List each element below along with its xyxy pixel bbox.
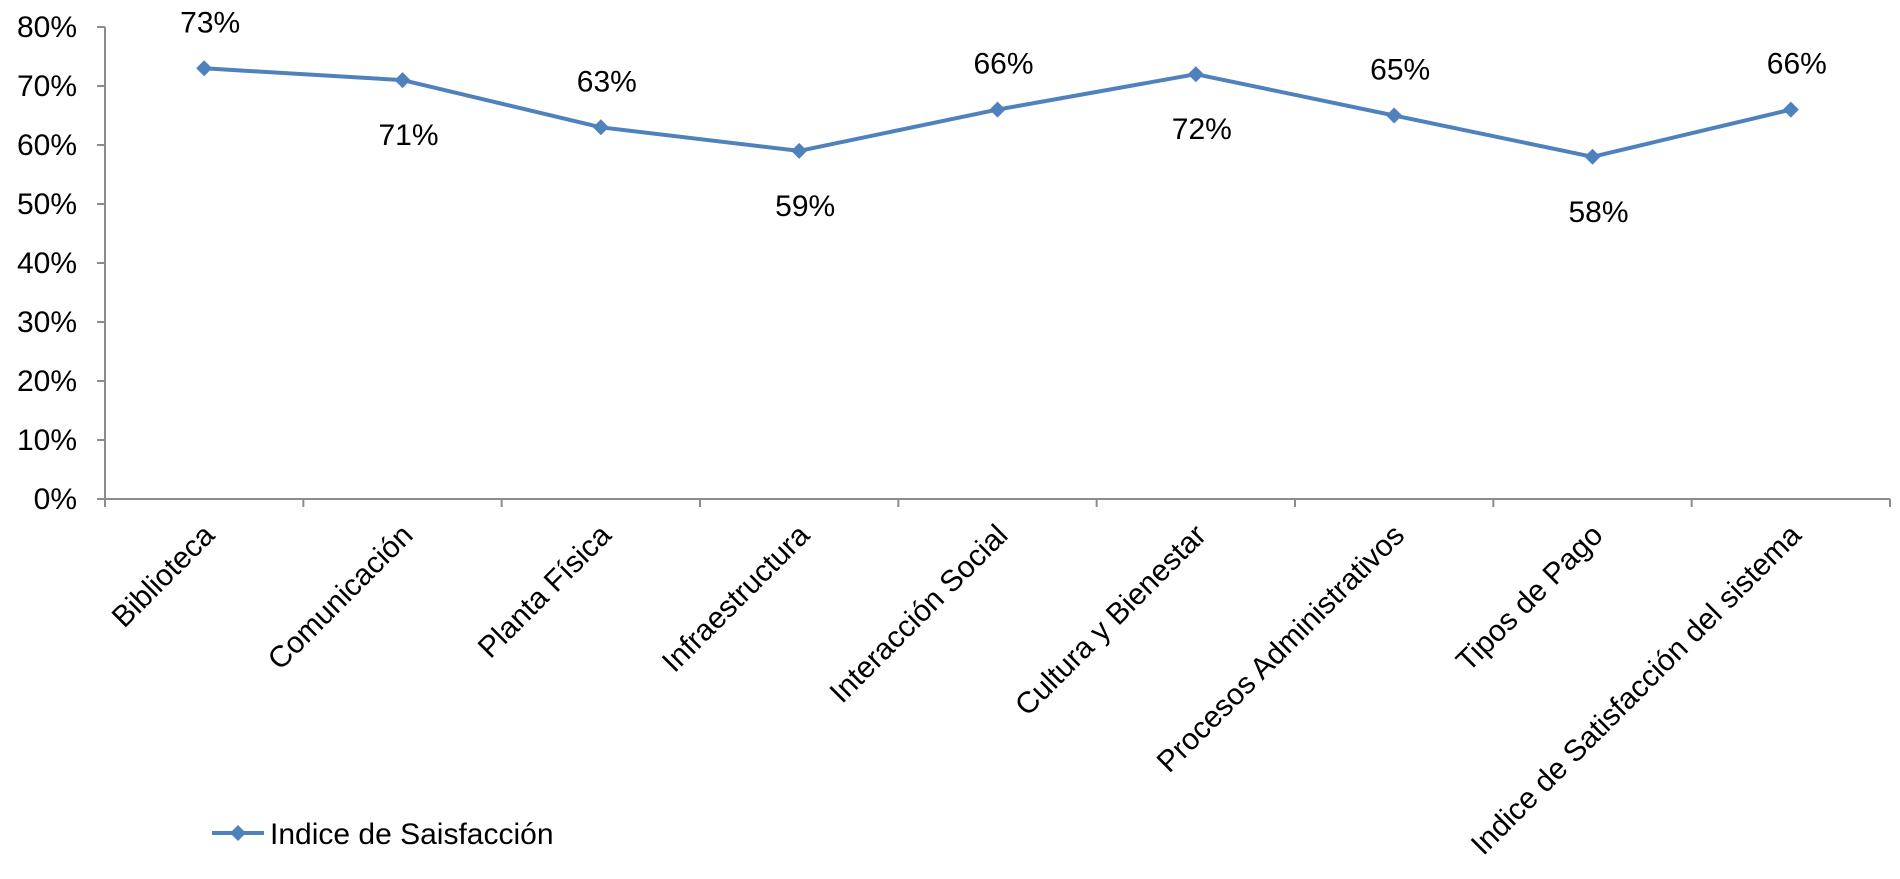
legend: Indice de Saisfacción xyxy=(212,818,554,851)
x-tick-label: Infraestructura xyxy=(656,518,816,678)
legend-label: Indice de Saisfacción xyxy=(270,818,554,851)
data-point-marker xyxy=(592,119,609,136)
x-tick-label: Planta Física xyxy=(472,518,618,664)
x-axis: Biblioteca Comunicación Planta Física Infra… xyxy=(104,498,1891,861)
y-tick-label: 30% xyxy=(17,306,77,339)
data-label: 71% xyxy=(378,119,438,152)
y-tick-label: 60% xyxy=(17,129,77,162)
data-point-marker xyxy=(196,60,213,77)
data-point-marker xyxy=(1187,66,1204,83)
data-point-marker xyxy=(394,72,411,89)
y-tick-label: 40% xyxy=(17,247,77,280)
y-tick-label: 20% xyxy=(17,365,77,398)
data-point-marker xyxy=(791,142,808,159)
y-tick-label: 10% xyxy=(17,424,77,457)
data-label: 59% xyxy=(775,190,835,223)
data-point-marker xyxy=(989,101,1006,118)
data-label: 65% xyxy=(1370,54,1430,87)
y-tick-label: 70% xyxy=(17,70,77,103)
data-label: 73% xyxy=(180,6,240,39)
series-group xyxy=(196,60,1799,165)
y-tick-label: 50% xyxy=(17,188,77,221)
data-label-group: 73% 71% 63% 59% 66% 72% 65% 58% 66% xyxy=(180,6,1827,229)
legend-marker xyxy=(230,825,246,841)
data-point-marker xyxy=(1584,148,1601,165)
x-tick-label: Cultura y Bienestar xyxy=(1009,519,1213,723)
y-axis: 0% 10% 20% 30% 40% 50% 60% 70% 80% xyxy=(17,11,106,516)
y-tick-label: 0% xyxy=(34,483,77,516)
x-tick-label: Tipos de Pago xyxy=(1450,519,1609,678)
data-label: 72% xyxy=(1172,113,1232,146)
x-tick-label: Interacción Social xyxy=(824,519,1015,710)
x-tick-label: Indice de Satisfacción del sistema xyxy=(1465,518,1808,861)
data-label: 66% xyxy=(973,48,1033,81)
x-tick-label: Biblioteca xyxy=(106,518,222,634)
data-label: 63% xyxy=(577,65,637,98)
data-point-marker xyxy=(1386,107,1403,124)
x-tick-label: Comunicación xyxy=(262,519,420,677)
y-tick-label: 80% xyxy=(17,11,77,44)
data-label: 66% xyxy=(1767,48,1827,81)
data-point-marker xyxy=(1782,101,1799,118)
data-label: 58% xyxy=(1568,196,1628,229)
